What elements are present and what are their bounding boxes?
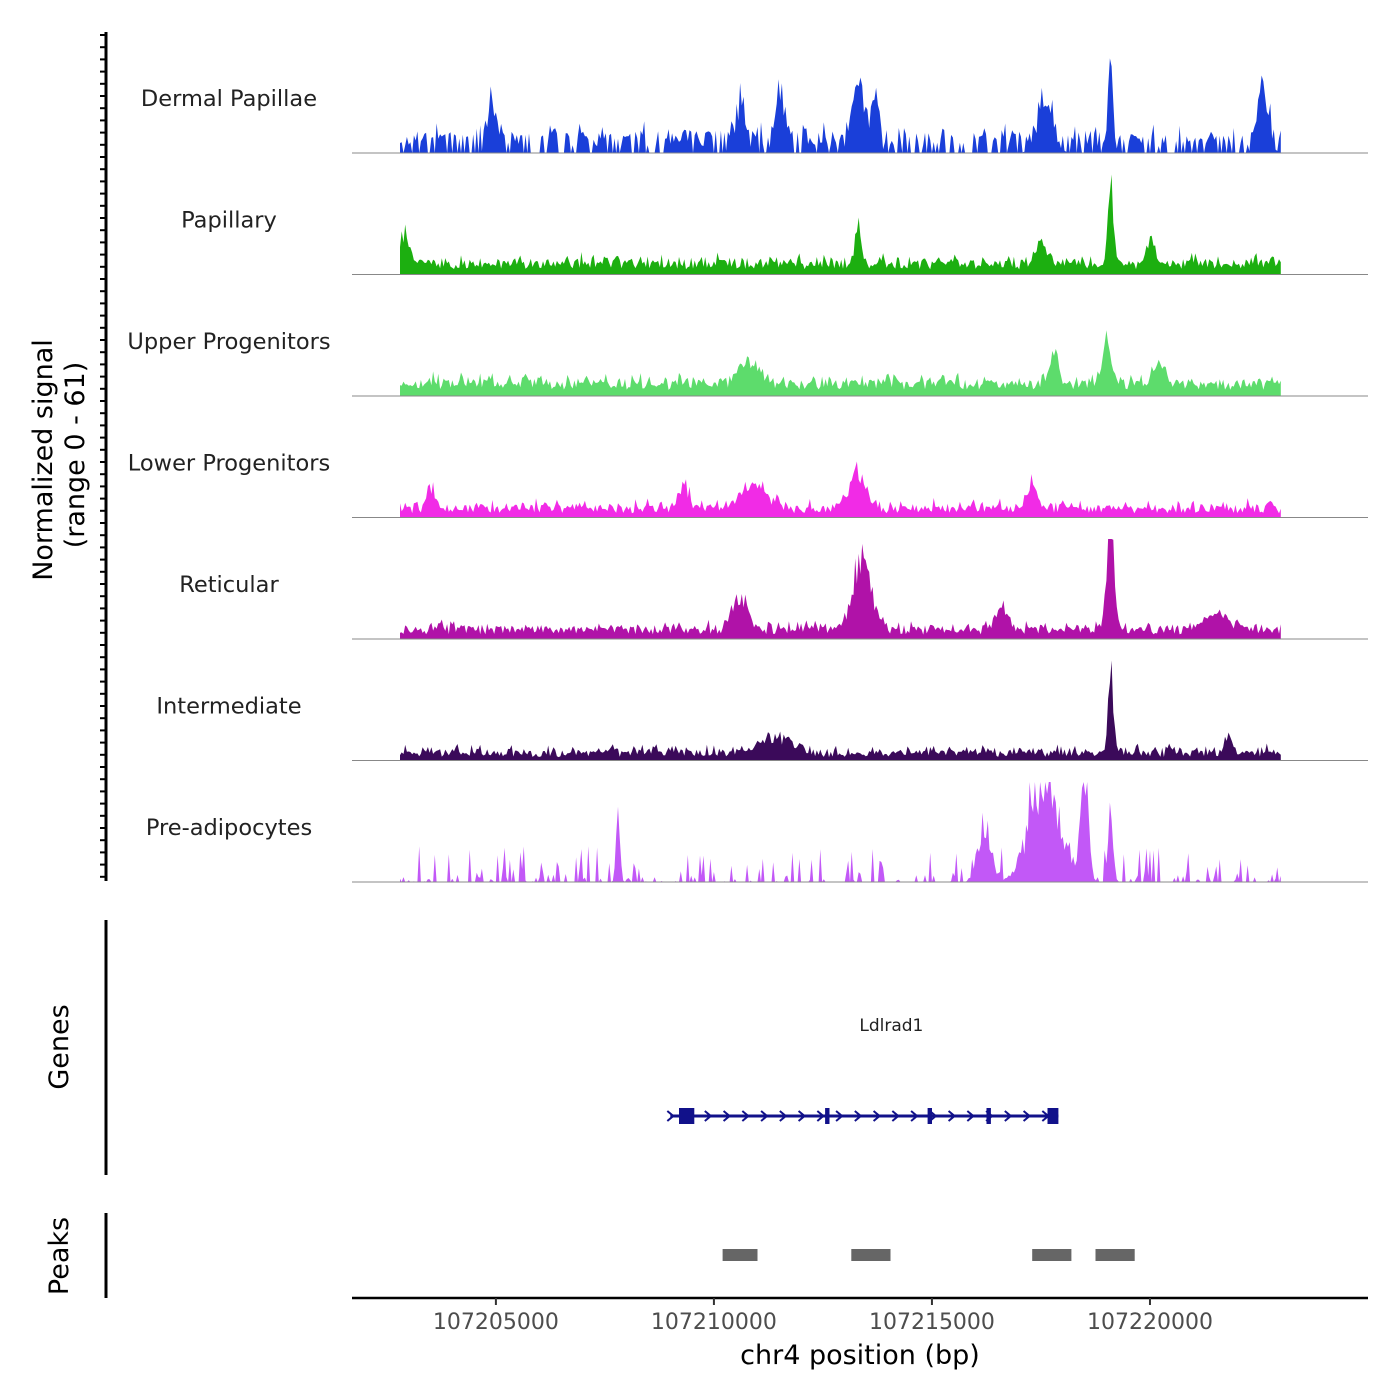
peak-region [722,1249,758,1261]
track-dermal-papillae: Dermal Papillae [141,58,1368,154]
signal-area [400,330,1281,396]
peak-region [1032,1249,1072,1261]
track-lower-progenitors: Lower Progenitors [128,451,1368,518]
track-label: Lower Progenitors [128,451,330,477]
exon [986,1108,991,1124]
gene-name: Ldlrad1 [859,1016,923,1036]
strand-arrow [1004,1110,1013,1122]
strand-arrow [722,1110,732,1122]
strand-arrow [854,1110,863,1122]
strand-arrow [779,1110,788,1122]
peak-track [722,1249,1135,1261]
exon [1047,1108,1059,1124]
strand-arrow [872,1110,882,1122]
signal-area [400,660,1281,761]
track-label: Pre-adipocytes [146,815,312,841]
signal-tracks: Dermal Papillae Papillary Upper Progenitor… [127,58,1368,883]
peaks-panel-title: Peaks [44,1217,75,1295]
strand-arrow [1022,1110,1032,1122]
x-tick-label: 107220000 [1087,1310,1213,1335]
x-axis-ticks: 107205000 107210000 107215000 107220000 [433,1298,1213,1335]
strand-arrow [891,1110,900,1122]
strand-arrow [704,1110,713,1122]
track-pre-adipocytes: Pre-adipocytes [146,782,1368,883]
x-axis-title: chr4 position (bp) [740,1340,980,1371]
strand-arrow [910,1110,919,1122]
x-tick-label: 107215000 [869,1310,995,1335]
gene-track: Ldlrad1 [666,1016,1059,1124]
track-papillary: Papillary [181,174,1368,275]
track-label: Intermediate [156,694,301,720]
x-tick-label: 107210000 [651,1310,777,1335]
signal-area [400,461,1281,518]
signal-y-axis-ticks [100,34,106,878]
strand-arrow [797,1110,807,1122]
signal-y-axis-title-line2: (range 0 - 61) [60,362,91,549]
track-intermediate: Intermediate [156,660,1368,761]
gene-ldlrad1: Ldlrad1 [666,1016,1059,1124]
track-label: Dermal Papillae [141,86,317,112]
strand-arrow [816,1110,825,1122]
track-label: Reticular [179,572,279,598]
track-upper-progenitors: Upper Progenitors [127,329,1368,397]
exon [825,1108,830,1124]
genes-panel-title: Genes [44,1004,75,1089]
track-reticular: Reticular [179,539,1368,640]
signal-area [400,782,1281,882]
peak-region [851,1249,891,1261]
exon [679,1108,695,1124]
strand-arrow [966,1110,975,1122]
x-tick-label: 107205000 [433,1310,559,1335]
strand-arrow [741,1110,750,1122]
strand-arrow [666,1110,675,1122]
track-label: Upper Progenitors [127,329,330,355]
signal-y-axis-title-line1: Normalized signal [28,339,59,581]
signal-area [400,539,1281,639]
exon [927,1108,932,1124]
track-label: Papillary [181,208,277,234]
peak-region [1095,1249,1135,1261]
strand-arrow [760,1110,769,1122]
strand-arrow [947,1110,957,1122]
signal-area [400,58,1281,153]
signal-area [400,174,1281,275]
strand-arrow [835,1110,844,1122]
